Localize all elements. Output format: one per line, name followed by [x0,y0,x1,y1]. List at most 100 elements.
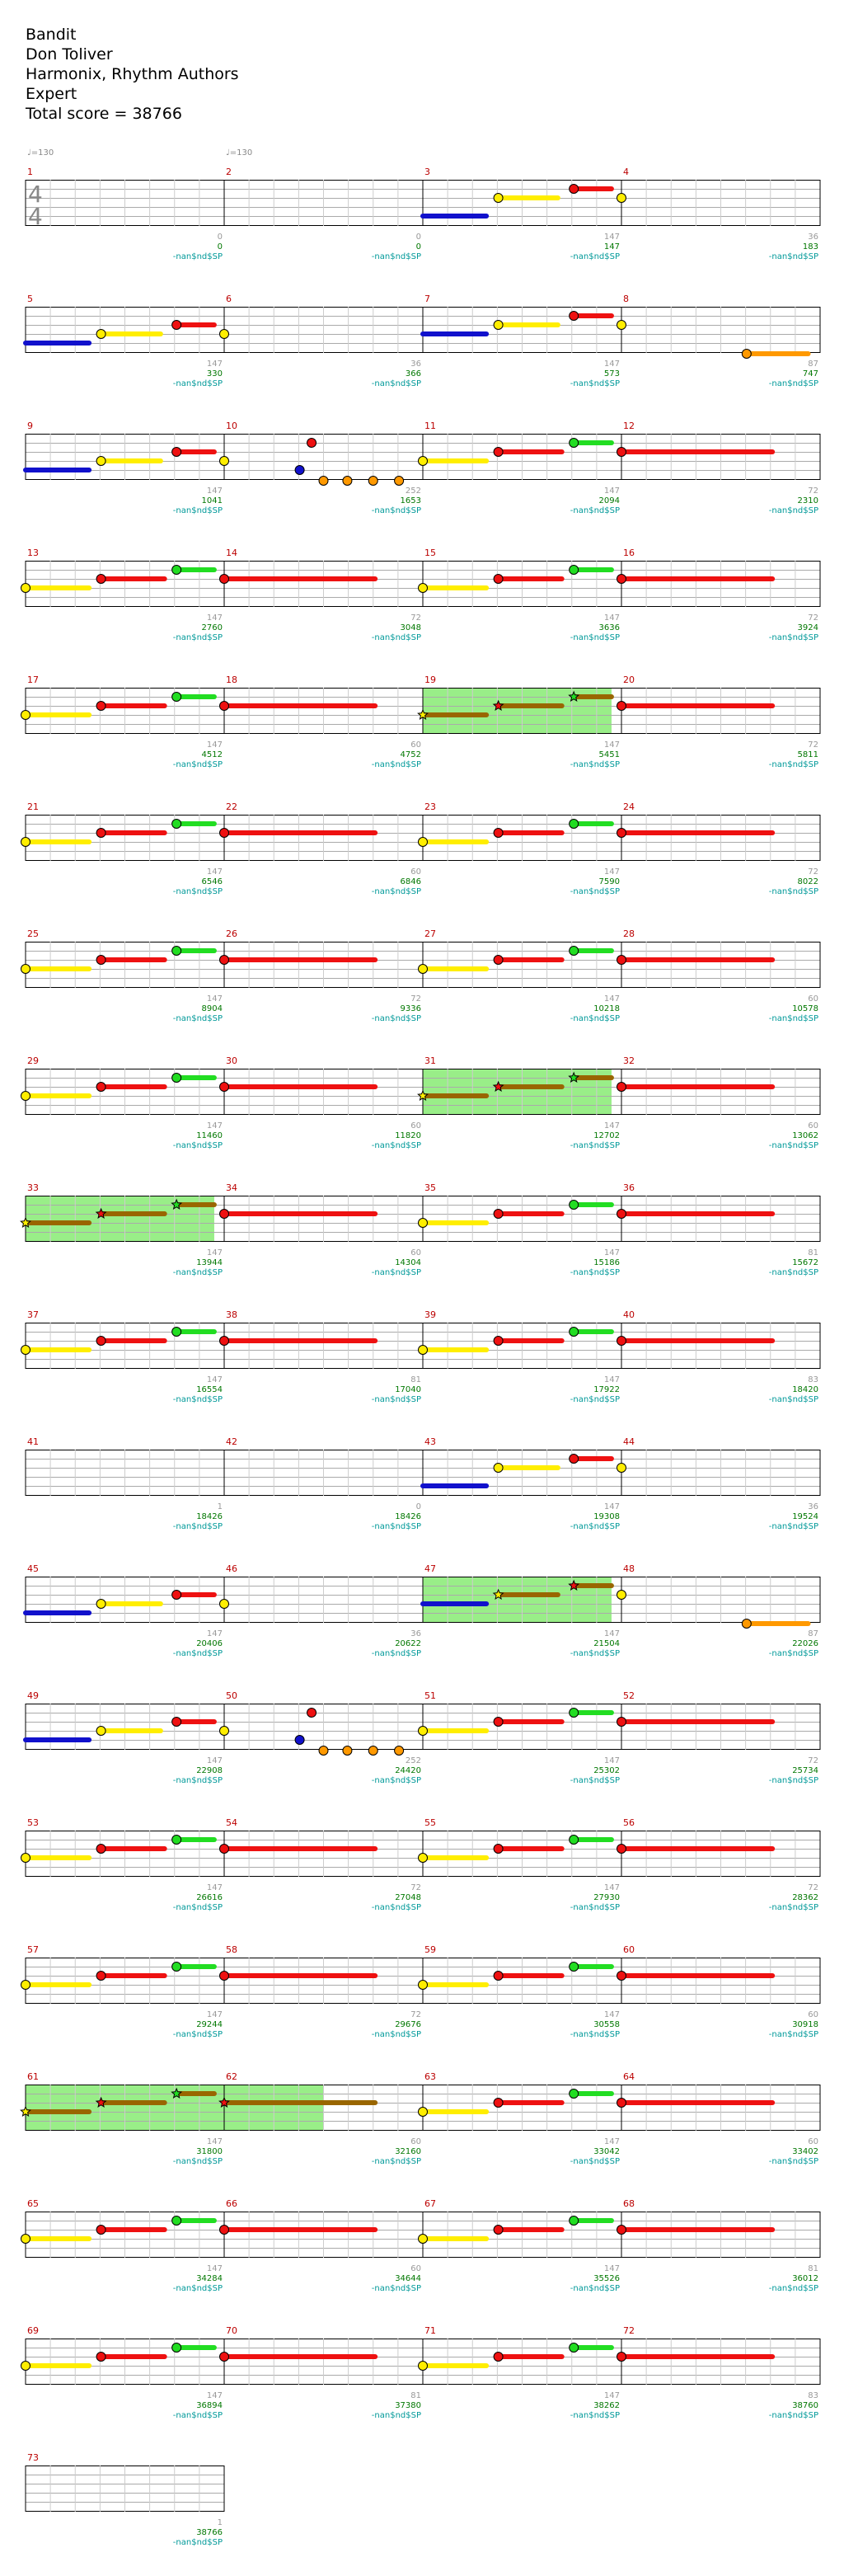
star-note [492,1588,504,1600]
measure-score: 29244 [196,2020,223,2029]
tick-count: 60 [808,1121,818,1131]
note [418,1726,428,1736]
note [418,2107,428,2117]
sp-label: -nan$nd$SP [173,1903,223,1912]
measure-number: 24 [623,801,635,812]
measure-score: 2310 [798,496,818,505]
measure-score: 29676 [395,2020,421,2029]
sp-label: -nan$nd$SP [769,2411,818,2420]
measure-number: 44 [623,1436,635,1447]
measure-number: 16 [623,548,635,558]
note [569,2089,579,2099]
tick-count: 147 [207,1883,223,1892]
tick-count: 0 [416,233,421,242]
sp-label: -nan$nd$SP [570,506,620,515]
note [171,1835,182,1845]
note [617,2225,626,2235]
note [617,2098,626,2108]
measure-score: 1653 [401,496,421,505]
measure-number: 39 [424,1309,436,1320]
measure-score: 32160 [395,2147,421,2156]
tick-count: 147 [207,360,223,369]
measure-score: 36012 [792,2274,818,2283]
measure-score: 7590 [599,877,620,886]
note [617,2352,626,2362]
tick-count: 147 [207,994,223,1004]
measure-number: 64 [623,2071,635,2082]
star-note [218,2096,230,2108]
note [21,964,30,974]
measure-number: 20 [623,675,635,685]
measure-number: 53 [27,1817,39,1828]
tick-count: 147 [604,1629,620,1638]
time-signature-bottom: 4 [28,203,43,230]
measure-score: 4752 [401,750,421,759]
note [493,2352,504,2362]
measure-score: 3048 [401,623,421,632]
measure-number: 54 [226,1817,237,1828]
measure-score: 28362 [792,1893,818,1902]
note [171,1962,182,1972]
note [219,2352,229,2362]
note [96,1599,106,1609]
note [318,1746,329,1756]
measure-score: 13944 [196,1258,223,1267]
measure-number: 10 [226,421,237,431]
note [617,574,626,584]
note [617,447,626,457]
tempo-mark: ♩=130 [226,148,252,157]
measure-score: 24420 [395,1766,421,1775]
note [418,2234,428,2244]
sp-label: -nan$nd$SP [173,2284,223,2293]
measure-score: 366 [406,369,421,378]
note [569,946,579,956]
tick-count: 0 [416,1502,421,1511]
measure-number: 52 [623,1690,635,1701]
measure-score: 19524 [792,1512,818,1521]
note [342,476,353,486]
sp-label: -nan$nd$SP [173,1395,223,1404]
note [96,701,106,711]
measure-score: 36894 [196,2401,223,2410]
sp-label: -nan$nd$SP [173,506,223,515]
song-difficulty: Expert [26,85,77,103]
note [96,329,106,339]
measure-number: 26 [226,928,237,939]
measure-number: 50 [226,1690,237,1701]
sp-label: -nan$nd$SP [570,1141,620,1150]
note [418,1853,428,1863]
sp-label: -nan$nd$SP [769,633,818,642]
measure-score: 3636 [599,623,620,632]
star-note [568,1071,580,1083]
note [418,1218,428,1228]
time-signature-top: 4 [28,181,43,208]
tick-count: 147 [604,487,620,496]
sp-label: -nan$nd$SP [769,760,818,769]
measure-score: 27048 [395,1893,421,1902]
measure-number: 18 [226,675,237,685]
star-note [492,699,504,711]
note [493,2225,504,2235]
note [21,1980,30,1990]
measure-number: 22 [226,801,237,812]
star-note [20,1216,31,1228]
tick-count: 60 [808,2010,818,2019]
tick-count: 60 [410,2137,421,2146]
sp-label: -nan$nd$SP [769,1903,818,1912]
tick-count: 60 [410,1248,421,1257]
tick-count: 147 [604,1121,620,1131]
measure-score: 38760 [792,2401,818,2410]
measure-score: 5811 [798,750,818,759]
sp-label: -nan$nd$SP [173,1014,223,1023]
sp-label: -nan$nd$SP [372,1141,421,1150]
tick-count: 147 [604,2264,620,2273]
song-title: Bandit [26,26,77,44]
measure-number: 8 [623,294,629,304]
measure-score: 18426 [196,1512,223,1521]
sp-label: -nan$nd$SP [372,1268,421,1277]
note [219,828,229,838]
tick-count: 72 [410,994,421,1004]
note [394,476,405,486]
note [493,574,504,584]
song-artist: Don Toliver [26,45,113,63]
